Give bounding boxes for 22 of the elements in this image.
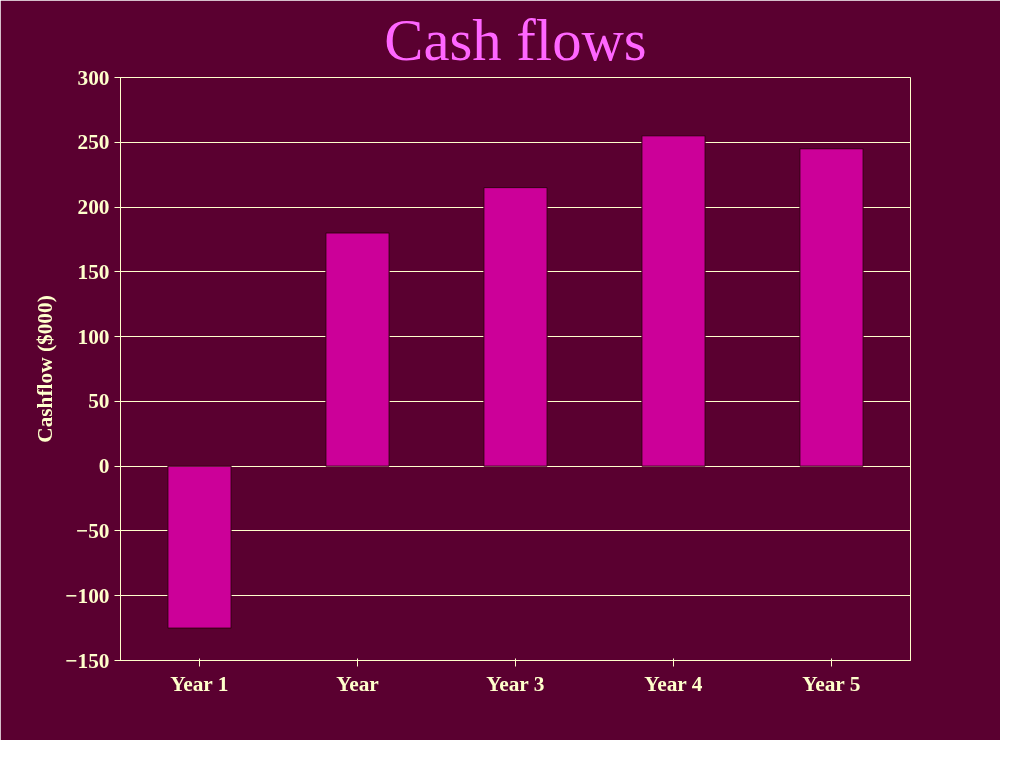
- y-tick-label: 250: [77, 130, 110, 155]
- bar: [167, 465, 232, 629]
- x-tick-label: Year: [336, 671, 380, 696]
- bar: [799, 148, 864, 467]
- y-tick-label: −50: [76, 518, 110, 543]
- bar: [325, 232, 390, 467]
- y-tick-label: 300: [77, 65, 110, 90]
- x-tick-label: Year 1: [170, 671, 229, 696]
- bar: [483, 187, 548, 467]
- y-axis-title: Cashflow ($000): [33, 295, 58, 443]
- y-tick-label: 50: [88, 389, 110, 414]
- y-tick-label: −100: [65, 583, 110, 608]
- y-tick-label: 0: [98, 454, 110, 479]
- y-tick-label: −150: [65, 648, 110, 673]
- x-tick-label: Year 4: [644, 671, 703, 696]
- x-tick-label: Year 5: [802, 671, 861, 696]
- y-tick-label: 100: [77, 324, 110, 349]
- y-tick-label: 150: [77, 259, 110, 284]
- chart-title: Cash flows: [384, 7, 647, 73]
- bar: [641, 135, 706, 467]
- y-tick-label: 200: [77, 195, 110, 220]
- x-tick-label: Year 3: [486, 671, 545, 696]
